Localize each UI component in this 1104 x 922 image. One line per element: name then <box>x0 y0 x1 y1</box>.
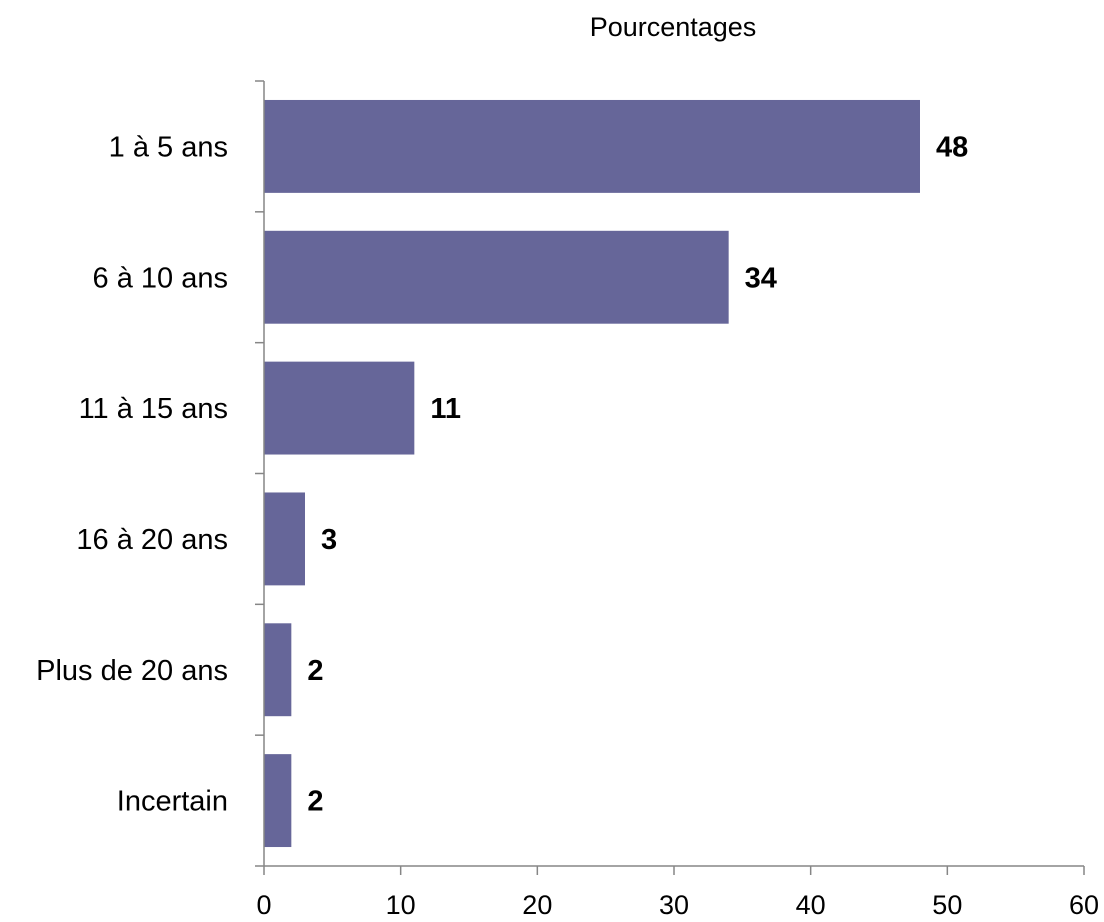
data-label-4: 2 <box>307 655 323 687</box>
x-tick-label-0: 0 <box>256 890 271 920</box>
bar-1 <box>264 230 729 324</box>
bar-2 <box>264 361 415 455</box>
category-label-5: Incertain <box>117 786 228 818</box>
data-label-1: 34 <box>745 262 777 294</box>
x-tick-label-2: 20 <box>522 890 552 920</box>
category-label-4: Plus de 20 ans <box>36 655 228 687</box>
x-tick-label-1: 10 <box>386 890 416 920</box>
bar-3 <box>264 492 305 586</box>
data-label-0: 48 <box>936 131 968 163</box>
x-tick-label-5: 50 <box>932 890 962 920</box>
data-label-5: 2 <box>307 786 323 818</box>
category-label-2: 11 à 15 ans <box>79 393 228 425</box>
x-tick-label-6: 60 <box>1069 890 1099 920</box>
category-label-1: 6 à 10 ans <box>93 262 228 294</box>
labels-layer: 1 à 5 ans 48 6 à 10 ans 34 11 à 15 ans 11 16 à… <box>36 131 1099 920</box>
axes-layer <box>255 80 1085 875</box>
data-label-3: 3 <box>321 524 337 556</box>
category-label-0: 1 à 5 ans <box>109 131 228 163</box>
x-tick-label-3: 30 <box>659 890 689 920</box>
data-label-2: 11 <box>430 393 461 425</box>
bars-layer <box>264 99 920 848</box>
x-tick-label-4: 40 <box>796 890 826 920</box>
bar-5 <box>264 754 292 848</box>
bar-0 <box>264 99 920 193</box>
bar-4 <box>264 623 292 717</box>
category-label-3: 16 à 20 ans <box>76 524 228 556</box>
chart-title: Pourcentages <box>590 12 757 42</box>
